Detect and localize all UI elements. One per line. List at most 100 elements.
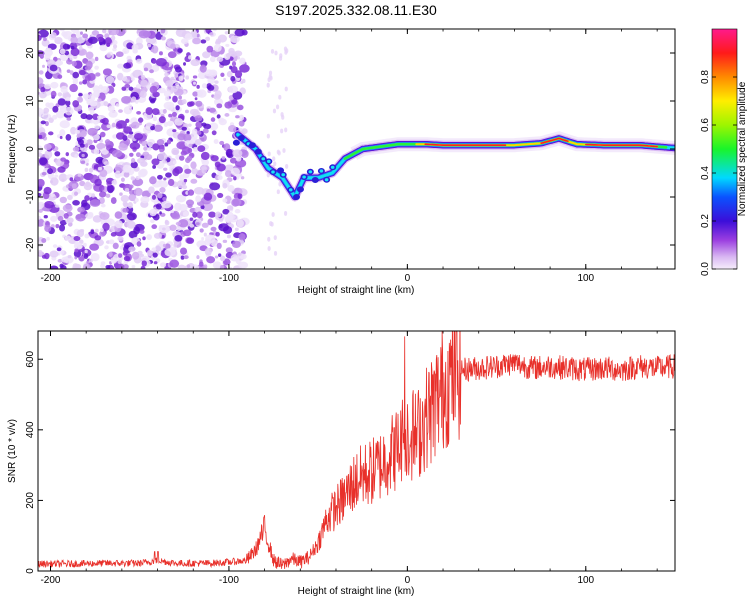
noise-speckle bbox=[180, 255, 185, 260]
noise-speckle bbox=[106, 42, 111, 47]
noise-speckle bbox=[116, 120, 127, 129]
noise-speckle bbox=[179, 247, 188, 255]
noise-speckle bbox=[66, 111, 71, 116]
noise-speckle bbox=[88, 258, 93, 263]
noise-speckle bbox=[53, 56, 58, 62]
noise-speckle bbox=[41, 171, 47, 176]
noise-speckle bbox=[153, 124, 163, 132]
noise-speckle bbox=[134, 198, 139, 203]
track-blob-core bbox=[271, 170, 275, 174]
noise-speckle bbox=[199, 228, 204, 233]
noise-speckle bbox=[115, 51, 124, 58]
noise-speckle bbox=[224, 101, 233, 109]
noise-speckle bbox=[273, 161, 277, 167]
noise-speckle bbox=[78, 45, 83, 51]
noise-speckle bbox=[78, 93, 83, 97]
noise-speckle bbox=[219, 264, 225, 269]
noise-speckle bbox=[126, 42, 134, 50]
noise-speckle bbox=[194, 115, 203, 122]
noise-speckle bbox=[199, 64, 207, 73]
noise-speckle bbox=[224, 113, 230, 117]
noise-speckle bbox=[207, 218, 214, 226]
chart-title: S197.2025.332.08.11.E30 bbox=[275, 2, 437, 18]
track-core-red bbox=[585, 143, 658, 148]
noise-speckle bbox=[66, 58, 73, 65]
noise-speckle bbox=[84, 65, 92, 71]
noise-speckle bbox=[83, 242, 87, 248]
noise-speckle bbox=[57, 74, 63, 79]
track-core-red bbox=[424, 143, 507, 146]
noise-speckle bbox=[215, 265, 219, 269]
noise-speckle bbox=[38, 34, 42, 41]
snr-xtick-label: -200 bbox=[40, 575, 60, 586]
track-blob bbox=[254, 148, 262, 155]
noise-speckle bbox=[140, 74, 146, 80]
noise-speckle bbox=[85, 158, 90, 163]
noise-speckle bbox=[280, 128, 284, 134]
noise-speckle bbox=[137, 117, 144, 123]
noise-speckle bbox=[95, 72, 101, 77]
noise-speckle bbox=[43, 214, 48, 219]
noise-speckle bbox=[177, 264, 186, 269]
noise-speckle bbox=[107, 105, 115, 112]
noise-speckle bbox=[232, 91, 243, 100]
noise-speckle bbox=[85, 114, 93, 120]
noise-speckle bbox=[201, 222, 209, 228]
noise-speckle bbox=[176, 180, 186, 189]
noise-speckle bbox=[60, 85, 68, 94]
noise-speckle bbox=[112, 44, 118, 49]
noise-speckle bbox=[184, 33, 193, 40]
noise-speckle bbox=[225, 43, 230, 47]
noise-speckle bbox=[108, 251, 113, 257]
noise-speckle bbox=[103, 161, 110, 166]
noise-speckle bbox=[194, 97, 198, 101]
noise-speckle bbox=[74, 256, 78, 260]
noise-speckle bbox=[159, 187, 166, 193]
colorbar-ticks: 0.0 0.2 0.4 0.6 0.8 bbox=[700, 70, 737, 276]
track-blob bbox=[237, 134, 245, 141]
spectrogram-ylabel: Frequency (Hz) bbox=[7, 115, 18, 184]
noise-speckle bbox=[175, 221, 181, 226]
noise-speckle bbox=[188, 143, 193, 148]
noise-speckle bbox=[127, 76, 131, 80]
noise-speckle bbox=[228, 124, 237, 133]
noise-speckle bbox=[238, 233, 246, 241]
noise-speckle bbox=[72, 100, 80, 108]
noise-speckle bbox=[118, 253, 123, 258]
noise-speckle bbox=[187, 189, 195, 196]
noise-speckle bbox=[38, 134, 43, 139]
noise-speckle bbox=[186, 237, 195, 244]
noise-speckle bbox=[220, 72, 225, 78]
noise-speckle bbox=[43, 143, 52, 151]
noise-speckle bbox=[201, 237, 205, 241]
noise-speckle bbox=[134, 223, 145, 232]
noise-speckle bbox=[266, 133, 270, 139]
noise-speckle bbox=[140, 196, 150, 204]
noise-speckle bbox=[111, 149, 123, 158]
colorbar: 0.0 0.2 0.4 0.6 0.8 Normalized spectral ampl… bbox=[700, 28, 748, 276]
noise-speckle bbox=[235, 156, 242, 162]
noise-speckle bbox=[163, 177, 167, 181]
noise-speckle bbox=[167, 178, 175, 187]
noise-speckle bbox=[84, 233, 90, 239]
noise-speckle bbox=[222, 198, 228, 203]
noise-speckle bbox=[50, 224, 55, 229]
noise-speckle bbox=[215, 231, 220, 237]
noise-speckle bbox=[112, 242, 119, 250]
spectrogram-ytick-label: 10 bbox=[25, 95, 36, 107]
noise-speckle bbox=[52, 105, 59, 113]
noise-speckle bbox=[273, 250, 278, 256]
noise-speckle bbox=[224, 170, 232, 178]
noise-speckle bbox=[181, 146, 191, 155]
noise-speckle bbox=[182, 229, 192, 237]
noise-speckle bbox=[213, 139, 219, 144]
noise-speckle bbox=[160, 29, 166, 34]
noise-speckle bbox=[74, 248, 79, 253]
noise-speckle bbox=[237, 56, 241, 60]
noise-speckle bbox=[133, 133, 144, 141]
noise-speckle bbox=[192, 91, 198, 97]
noise-speckle bbox=[110, 257, 118, 264]
noise-speckle bbox=[97, 166, 103, 171]
noise-speckle bbox=[162, 159, 168, 164]
noise-speckle bbox=[121, 86, 127, 91]
